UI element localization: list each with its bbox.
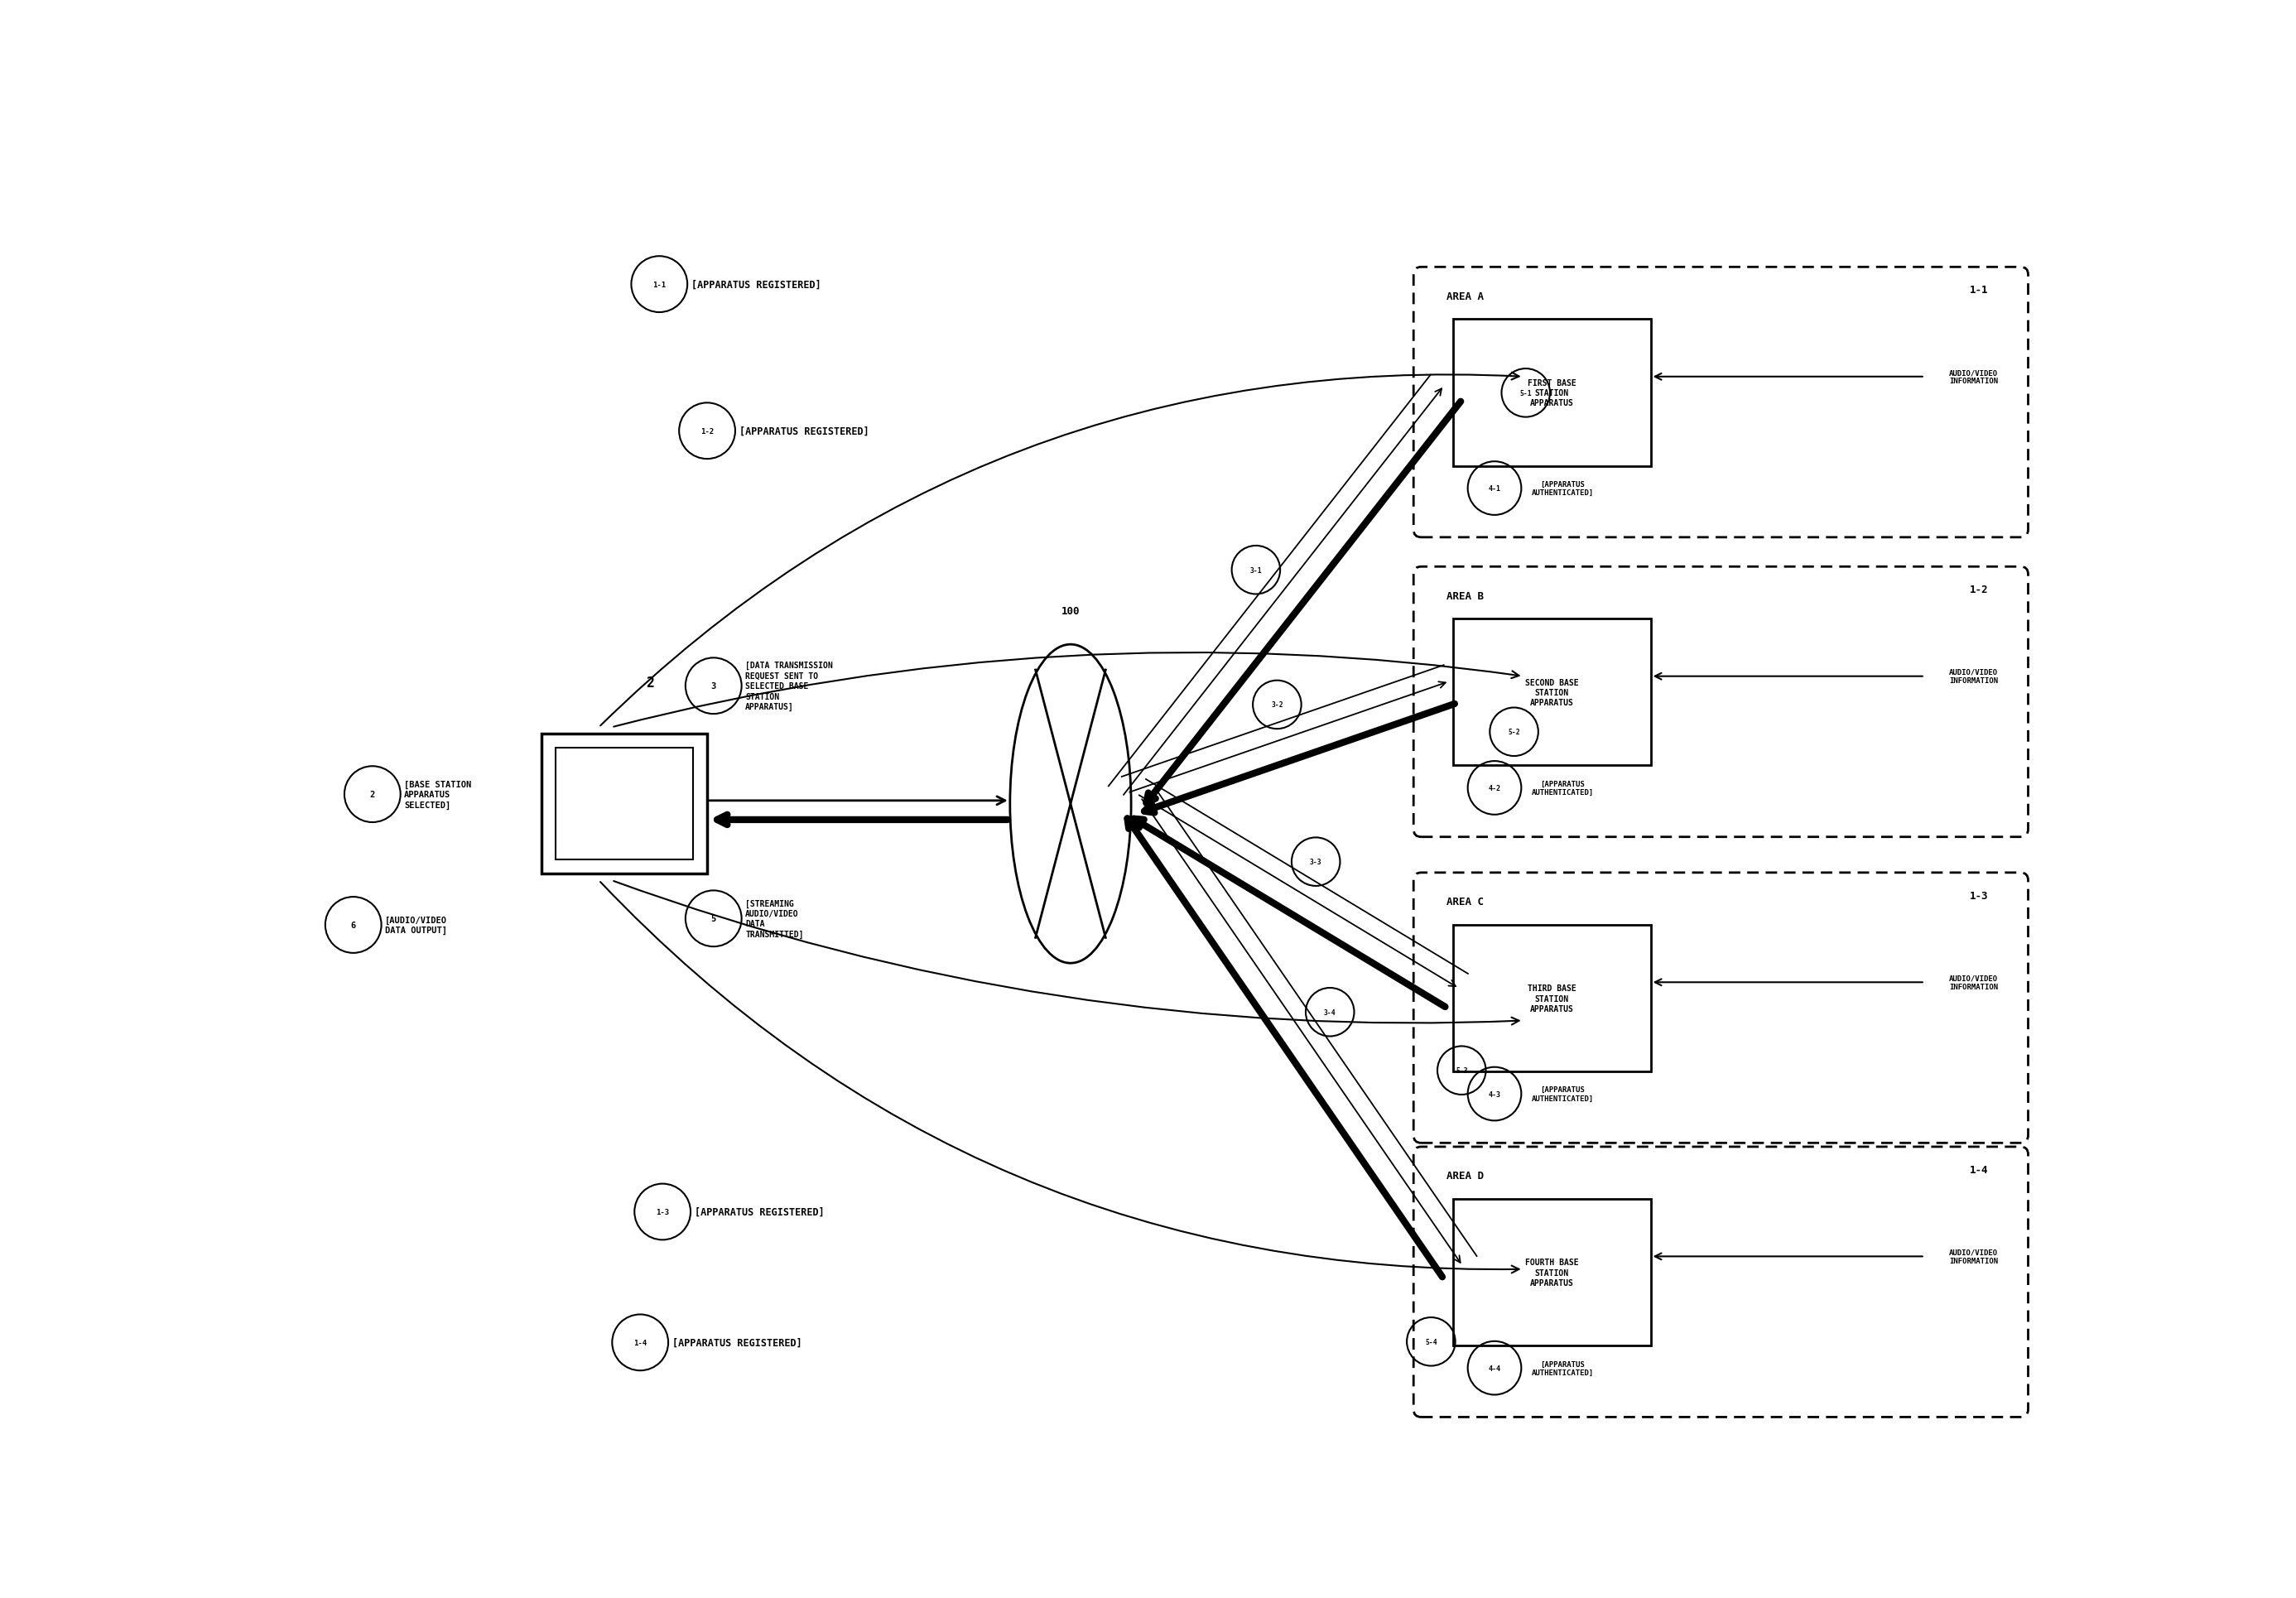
Text: [AUDIO/VIDEO
DATA OUTPUT]: [AUDIO/VIDEO DATA OUTPUT] xyxy=(386,916,448,935)
Text: 5-1: 5-1 xyxy=(1520,390,1531,396)
Bar xyxy=(1453,925,1651,1072)
Text: 4-4: 4-4 xyxy=(1488,1365,1502,1371)
Text: AREA C: AREA C xyxy=(1446,896,1483,908)
Text: [APPARATUS REGISTERED]: [APPARATUS REGISTERED] xyxy=(673,1338,801,1349)
Text: AREA D: AREA D xyxy=(1446,1170,1483,1181)
Text: 1-4: 1-4 xyxy=(1970,1165,1988,1175)
Text: FOURTH BASE
STATION
APPARATUS: FOURTH BASE STATION APPARATUS xyxy=(1525,1258,1580,1286)
Text: [APPARATUS
AUTHENTICATED]: [APPARATUS AUTHENTICATED] xyxy=(1531,780,1593,796)
Text: 3: 3 xyxy=(712,682,716,690)
Text: 5-4: 5-4 xyxy=(1426,1338,1437,1346)
Text: 1-1: 1-1 xyxy=(1970,284,1988,296)
Text: AUDIO/VIDEO
INFORMATION: AUDIO/VIDEO INFORMATION xyxy=(1949,975,1998,991)
Text: [APPARATUS REGISTERED]: [APPARATUS REGISTERED] xyxy=(691,280,822,291)
Text: AUDIO/VIDEO
INFORMATION: AUDIO/VIDEO INFORMATION xyxy=(1949,369,1998,385)
Text: 5: 5 xyxy=(712,914,716,924)
Text: 1-3: 1-3 xyxy=(1970,890,1988,901)
Text: 1-1: 1-1 xyxy=(652,281,666,289)
Text: 4-1: 4-1 xyxy=(1488,484,1502,492)
Text: AREA B: AREA B xyxy=(1446,591,1483,601)
Bar xyxy=(556,748,693,860)
Text: 3-2: 3-2 xyxy=(1272,702,1283,710)
Text: [APPARATUS REGISTERED]: [APPARATUS REGISTERED] xyxy=(693,1206,824,1218)
Text: [STREAMING
AUDIO/VIDEO
DATA
TRANSMITTED]: [STREAMING AUDIO/VIDEO DATA TRANSMITTED] xyxy=(746,900,804,938)
Text: 4-3: 4-3 xyxy=(1488,1090,1502,1098)
Bar xyxy=(1453,620,1651,765)
Text: 2: 2 xyxy=(370,791,374,799)
Text: [BASE STATION
APPARATUS
SELECTED]: [BASE STATION APPARATUS SELECTED] xyxy=(404,780,471,809)
Text: 1-2: 1-2 xyxy=(1970,585,1988,594)
Text: [APPARATUS REGISTERED]: [APPARATUS REGISTERED] xyxy=(739,427,868,436)
Text: [DATA TRANSMISSION
REQUEST SENT TO
SELECTED BASE
STATION
APPARATUS]: [DATA TRANSMISSION REQUEST SENT TO SELEC… xyxy=(746,662,833,711)
Text: 6: 6 xyxy=(351,920,356,930)
Text: 3-4: 3-4 xyxy=(1325,1008,1336,1016)
Text: AREA A: AREA A xyxy=(1446,291,1483,302)
Text: 1-3: 1-3 xyxy=(657,1208,668,1216)
Text: AUDIO/VIDEO
INFORMATION: AUDIO/VIDEO INFORMATION xyxy=(1949,668,1998,684)
Bar xyxy=(542,733,707,874)
Text: [APPARATUS
AUTHENTICATED]: [APPARATUS AUTHENTICATED] xyxy=(1531,481,1593,497)
Bar xyxy=(1453,320,1651,467)
Text: [APPARATUS
AUTHENTICATED]: [APPARATUS AUTHENTICATED] xyxy=(1531,1360,1593,1376)
Text: 1-4: 1-4 xyxy=(634,1339,647,1346)
Bar xyxy=(1453,1198,1651,1346)
Text: 5-2: 5-2 xyxy=(1508,729,1520,737)
Text: FIRST BASE
STATION
APPARATUS: FIRST BASE STATION APPARATUS xyxy=(1527,379,1577,407)
Text: 5-3: 5-3 xyxy=(1456,1067,1467,1074)
Ellipse shape xyxy=(1010,646,1132,964)
Text: THIRD BASE
STATION
APPARATUS: THIRD BASE STATION APPARATUS xyxy=(1527,984,1577,1013)
Text: AUDIO/VIDEO
INFORMATION: AUDIO/VIDEO INFORMATION xyxy=(1949,1248,1998,1264)
Text: 1-2: 1-2 xyxy=(700,428,714,435)
Text: [APPARATUS
AUTHENTICATED]: [APPARATUS AUTHENTICATED] xyxy=(1531,1087,1593,1103)
Text: 3-3: 3-3 xyxy=(1309,858,1322,866)
Text: 100: 100 xyxy=(1061,606,1079,617)
Text: SECOND BASE
STATION
APPARATUS: SECOND BASE STATION APPARATUS xyxy=(1525,678,1580,706)
Text: 4-2: 4-2 xyxy=(1488,785,1502,793)
Text: 2: 2 xyxy=(645,676,654,690)
Text: 3-1: 3-1 xyxy=(1249,567,1263,574)
